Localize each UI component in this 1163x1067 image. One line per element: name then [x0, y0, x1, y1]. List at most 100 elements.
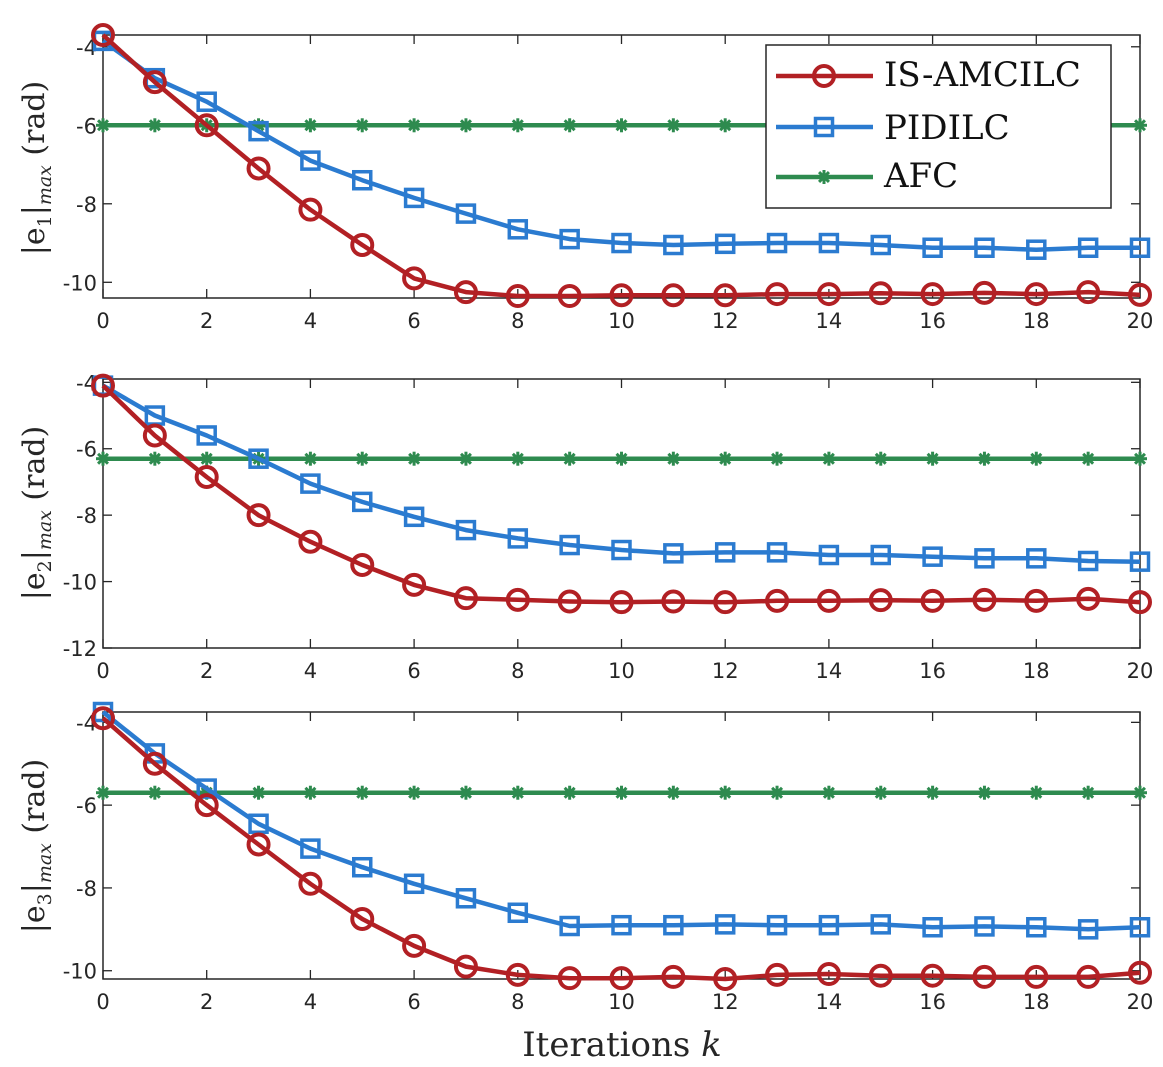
panel-3-point-is-amcilc [402, 933, 427, 958]
panel-3-point-afc [666, 785, 681, 800]
panel-1-xtick-label: 14 [816, 309, 843, 333]
panel-3-point-pidilc [1026, 917, 1047, 938]
panel-1-xtick-label: 16 [919, 309, 946, 333]
panel-2-xtick-label: 20 [1127, 659, 1154, 683]
panel-1-ytick-label: -4 [76, 36, 97, 60]
panel-3-point-pidilc [455, 888, 477, 909]
panel-3-point-pidilc [922, 917, 943, 938]
panel-2-point-afc [303, 451, 318, 466]
panel-3-point-is-amcilc [194, 793, 219, 818]
panel-2-point-pidilc [922, 546, 943, 567]
panel-2-point-is-amcilc [1024, 588, 1049, 613]
legend-label-afc: AFC [883, 156, 958, 196]
panel-2-point-pidilc [1026, 548, 1047, 569]
panel-3-xtick-label: 20 [1127, 990, 1154, 1014]
panel-1-point-pidilc [248, 120, 269, 142]
panel-1-point-pidilc [1077, 237, 1099, 259]
panel-3-point-is-amcilc [453, 954, 478, 979]
panel-1-point-is-amcilc [194, 113, 219, 138]
panel-1-xtick-label: 4 [304, 309, 317, 333]
panel-1-point-is-amcilc [713, 283, 738, 308]
panel-3-series-afc [96, 785, 1147, 800]
panel-3-xtick-label: 4 [304, 990, 317, 1014]
panel-3-point-pidilc [352, 856, 373, 878]
panel-3-point-afc [562, 785, 577, 800]
panel-2-point-pidilc [1077, 550, 1099, 572]
panel-3-point-afc [614, 785, 629, 800]
panel-2-xtick-label: 4 [304, 659, 317, 683]
panel-1-point-is-amcilc [505, 284, 530, 309]
panel-1-point-pidilc [922, 237, 943, 259]
panel-3-xtick-label: 6 [407, 990, 420, 1014]
panel-1-point-is-amcilc [1024, 282, 1049, 307]
panel-3-ylabel: |e3|max (rad) [17, 759, 56, 934]
panel-2-point-afc [96, 451, 110, 466]
panel-3-point-is-amcilc [1024, 964, 1049, 989]
panel-2-point-pidilc [974, 548, 995, 569]
panel-3-point-afc [407, 785, 422, 800]
panel-2-point-pidilc [870, 544, 891, 566]
panel-2-point-afc [821, 451, 836, 466]
panel-3-line-is-amcilc [101, 716, 1141, 982]
panel-2-point-is-amcilc [868, 588, 893, 613]
panel-2-point-afc [199, 451, 214, 466]
panel-3-point-is-amcilc [816, 962, 841, 987]
ticks-layer: 0 2 4 6 8 10 12 14 16 18 20-4-6-8-100 2 4 6 8 10 12 14 16 1… [63, 35, 1154, 1014]
panel-3-point-pidilc [300, 838, 321, 859]
panel-2-point-afc [977, 451, 992, 466]
panel-3-point-is-amcilc [661, 964, 686, 989]
panel-3-line-pidilc [101, 710, 1141, 932]
panel-1-xtick-label: 0 [96, 309, 109, 333]
panel-2-point-pidilc [1129, 551, 1151, 572]
panel-2-point-afc [873, 451, 888, 466]
panel-1-line-is-amcilc [101, 33, 1141, 299]
panel-3-ytick-label: -8 [76, 877, 97, 901]
panel-1-point-is-amcilc [557, 284, 582, 309]
panel-2-point-pidilc [352, 491, 373, 513]
panel-3-series-pidilc [92, 701, 1151, 940]
panel-1-point-is-amcilc [765, 282, 790, 307]
panel-1-point-pidilc [714, 233, 736, 255]
panel-1-point-is-amcilc [972, 280, 997, 305]
panel-3-xtick-label: 10 [608, 990, 635, 1014]
panel-1-point-pidilc [870, 234, 891, 256]
panel-1-point-pidilc [352, 169, 373, 191]
panel-3-point-afc [1133, 785, 1147, 800]
panel-2-point-pidilc [507, 528, 529, 549]
panel-2-point-is-amcilc [816, 588, 841, 613]
panel-1-point-is-amcilc [661, 283, 686, 308]
panel-2-point-afc [458, 451, 473, 466]
panel-1-ylabel: |e1|max (rad) [17, 81, 56, 256]
panel-2-point-is-amcilc [661, 589, 686, 614]
panel-1-point-afc [303, 118, 318, 133]
panel-2-point-afc [770, 451, 785, 466]
panel-3-point-is-amcilc [972, 964, 997, 989]
panel-2-xtick-label: 14 [816, 659, 843, 683]
panel-3-point-is-amcilc [557, 966, 582, 991]
panel-2-point-is-amcilc [91, 373, 115, 398]
panel-2-xtick-label: 18 [1023, 659, 1050, 683]
panel-1-xtick-label: 8 [511, 309, 524, 333]
panel-1-point-afc [614, 118, 629, 133]
panel-3-point-is-amcilc [298, 871, 323, 896]
panel-1-point-is-amcilc [246, 156, 271, 181]
panel-3-point-is-amcilc [1076, 964, 1101, 989]
panel-2-point-pidilc [611, 539, 632, 561]
panel-2-line-is-amcilc [101, 383, 1141, 605]
panel-2-ytick-label: -12 [63, 637, 97, 661]
panel-2-point-afc [1133, 451, 1147, 466]
panel-2-point-afc [1029, 451, 1044, 466]
panel-2-point-is-amcilc [765, 588, 790, 613]
panel-3-xtick-label: 8 [511, 990, 524, 1014]
panel-1-point-pidilc [818, 232, 840, 254]
x-axis-label: Iterations k [522, 1025, 722, 1065]
panel-3-point-pidilc [818, 914, 840, 936]
panel-1-point-is-amcilc [453, 280, 478, 305]
panel-2-point-afc [1081, 451, 1096, 466]
panel-3-xtick-label: 14 [816, 990, 843, 1014]
panel-1-point-afc [510, 118, 525, 133]
panel-3-point-pidilc [559, 915, 580, 937]
panel-1-ytick-label: -8 [76, 193, 97, 217]
panel-2-point-afc [614, 451, 629, 466]
panel-1-point-pidilc [663, 234, 684, 256]
